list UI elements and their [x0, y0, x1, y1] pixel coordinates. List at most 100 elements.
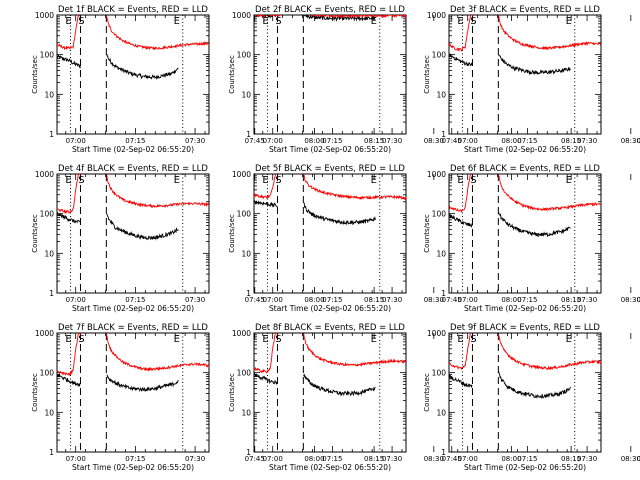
- x-tick-label: 07:15: [125, 455, 145, 463]
- y-axis-label: Counts/sec: [423, 373, 431, 412]
- panel-title: Det 9f BLACK = Events, RED = LLD: [450, 323, 600, 333]
- y-tick-label: 10: [436, 249, 446, 258]
- y-tick-label: 1: [49, 289, 54, 298]
- y-tick-label: 1: [441, 289, 446, 298]
- panel-title: Det 2f BLACK = Events, RED = LLD: [255, 5, 405, 15]
- x-axis-label: Start Time (02-Sep-02 06:55:20): [72, 463, 194, 472]
- events-series-line: [57, 212, 81, 224]
- marker-label-s: S: [275, 334, 281, 345]
- x-tick-label: 07:45: [442, 296, 462, 304]
- marker-label-e: E: [457, 175, 463, 186]
- x-tick-label: 07:30: [577, 455, 597, 463]
- x-tick-label: 07:45: [637, 137, 640, 145]
- x-tick-label: 08:30: [424, 455, 444, 463]
- events-series-line: [57, 372, 81, 387]
- y-tick-label: 1: [49, 130, 54, 139]
- plot-frame: [253, 332, 407, 453]
- panel-title: Det 4f BLACK = Events, RED = LLD: [58, 164, 208, 174]
- y-tick-label: 1000: [427, 329, 446, 338]
- x-tick-label: 07:00: [263, 455, 283, 463]
- lld-series-line: [57, 333, 81, 376]
- events-series-line: [498, 212, 571, 238]
- lld-series-line: [254, 333, 278, 374]
- x-tick-label: 07:00: [263, 296, 283, 304]
- detector-panel: Det 2f BLACK = Events, RED = LLD11010010…: [228, 5, 640, 154]
- y-tick-label: 100: [40, 369, 55, 378]
- y-tick-label: 100: [40, 210, 55, 219]
- x-axis-label: Start Time (02-Sep-02 06:55:20): [269, 463, 391, 472]
- x-tick-label: 07:30: [382, 455, 402, 463]
- marker-label-s: S: [78, 175, 84, 186]
- detector-panel: Det 3f BLACK = Events, RED = LLD 1 10 100 10…: [423, 5, 640, 154]
- x-tick-label: 07:00: [458, 137, 478, 145]
- y-axis-label: Counts/sec: [31, 214, 39, 253]
- marker-label-s: S: [470, 175, 476, 186]
- events-series-line: [449, 52, 473, 67]
- y-tick-label: 10: [241, 90, 251, 99]
- y-tick-label: 10: [241, 249, 251, 258]
- marker-label-e: E: [65, 334, 71, 345]
- x-tick-label: 07:00: [66, 455, 86, 463]
- x-tick-label: 07:00: [66, 137, 86, 145]
- y-axis-label: Counts/sec: [423, 214, 431, 253]
- marker-label-s: S: [275, 16, 281, 27]
- x-tick-label: 07:45: [637, 296, 640, 304]
- x-tick-label: 07:30: [382, 296, 402, 304]
- marker-label-e: E: [262, 175, 268, 186]
- x-tick-label: 08:30: [621, 296, 640, 304]
- x-tick-label: 08:15: [561, 455, 581, 463]
- y-tick-label: 10: [44, 408, 54, 417]
- x-tick-label: 08:00: [501, 296, 521, 304]
- x-tick-label: 07:15: [517, 137, 537, 145]
- lld-series-line: [254, 174, 277, 200]
- events-series-line: [303, 202, 376, 226]
- lld-series-line: [105, 333, 209, 372]
- y-axis-label: Counts/sec: [31, 373, 39, 412]
- events-series-line: [106, 53, 179, 81]
- marker-label-e: E: [371, 334, 377, 345]
- y-tick-label: 100: [237, 51, 252, 60]
- events-series-line: [304, 15, 376, 22]
- x-tick-label: 08:15: [364, 296, 384, 304]
- x-tick-label: 07:15: [125, 296, 145, 304]
- x-tick-label: 07:30: [382, 137, 402, 145]
- x-axis-label: Start Time (02-Sep-02 06:55:20): [464, 463, 586, 472]
- plot-frame: [56, 173, 210, 294]
- lld-series-line: [57, 174, 81, 215]
- y-tick-label: 1000: [35, 170, 54, 179]
- marker-label-s: S: [78, 16, 84, 27]
- y-tick-label: 100: [237, 369, 252, 378]
- x-tick-label: 08:15: [561, 137, 581, 145]
- y-tick-label: 10: [241, 408, 251, 417]
- y-tick-label: 100: [432, 210, 447, 219]
- y-axis-label: Counts/sec: [228, 55, 236, 94]
- lld-series-line: [303, 174, 406, 201]
- y-tick-label: 1: [441, 448, 446, 457]
- plot-frame: [56, 14, 210, 135]
- marker-label-e: E: [262, 16, 268, 27]
- events-series-line: [498, 54, 571, 76]
- y-tick-label: 1000: [232, 170, 251, 179]
- marker-label-e: E: [174, 175, 180, 186]
- marker-label-e: E: [174, 16, 180, 27]
- y-tick-label: 10: [44, 90, 54, 99]
- marker-label-e: E: [566, 334, 572, 345]
- events-series-line: [106, 213, 179, 241]
- events-series-line: [498, 371, 571, 399]
- y-tick-label: 1000: [35, 11, 54, 20]
- x-tick-label: 08:00: [304, 296, 324, 304]
- x-tick-label: 07:15: [517, 296, 537, 304]
- x-tick-label: 07:30: [577, 137, 597, 145]
- panel-title: Det 8f BLACK = Events, RED = LLD: [255, 323, 405, 333]
- marker-label-e: E: [174, 334, 180, 345]
- marker-label-e: E: [371, 16, 377, 27]
- x-tick-label: 07:30: [577, 296, 597, 304]
- x-tick-label: 08:15: [364, 455, 384, 463]
- x-tick-label: 08:15: [364, 137, 384, 145]
- y-tick-label: 1: [246, 448, 251, 457]
- x-tick-label: 07:00: [66, 296, 86, 304]
- events-series-line: [57, 53, 81, 69]
- detector-panel: Det 8f BLACK = Events, RED = LLD11010010…: [228, 323, 640, 472]
- x-axis-label: Start Time (02-Sep-02 06:55:20): [269, 304, 391, 313]
- panel-title: Det 1f BLACK = Events, RED = LLD: [58, 5, 208, 15]
